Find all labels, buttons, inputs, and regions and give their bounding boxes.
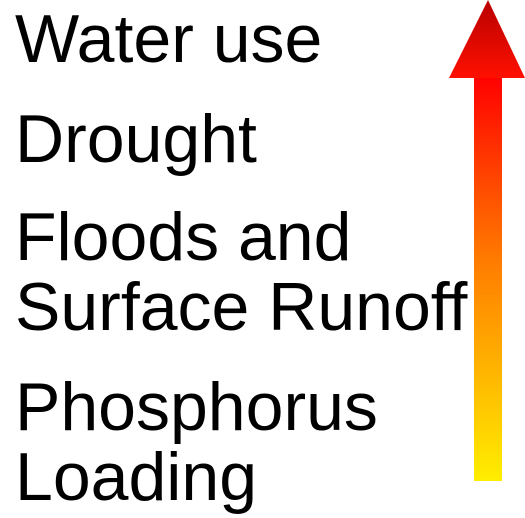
label-line: Loading bbox=[15, 439, 257, 515]
label-line: Floods and bbox=[15, 199, 351, 275]
label-line: Phosphorus bbox=[15, 369, 378, 445]
arrow bbox=[449, 0, 525, 481]
label-line: Drought bbox=[15, 101, 257, 177]
arrow-shaft bbox=[474, 76, 502, 481]
arrow-head bbox=[449, 0, 525, 78]
label-line: Water use bbox=[15, 1, 322, 77]
label-line: Surface Runoff bbox=[15, 269, 467, 345]
